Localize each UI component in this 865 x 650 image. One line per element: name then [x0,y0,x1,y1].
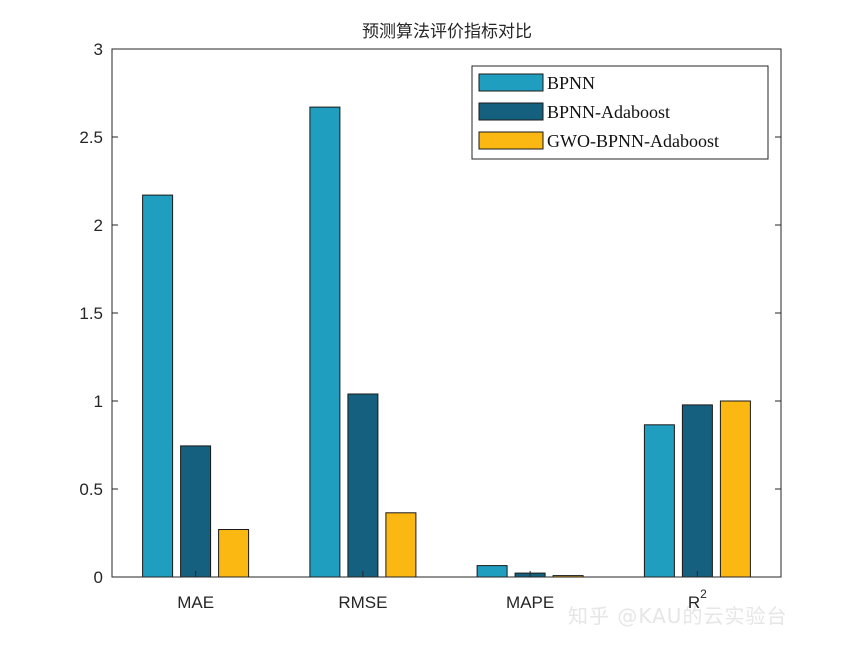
x-tick-label-mape: MAPE [506,593,554,612]
watermark: 知乎 @KAU的云实验台 [568,604,788,628]
y-tick-label: 1 [94,392,103,411]
x-tick-label-mae: MAE [177,593,214,612]
y-tick-label: 2.5 [79,128,103,147]
x-tick-label-r: R2 [688,587,707,612]
bar-bpnn-rmse [309,106,341,578]
bar-bpnn-adaboost-r [681,404,713,578]
legend-swatch [478,102,544,121]
legend-label: BPNN [547,73,595,93]
legend-label: BPNN-Adaboost [547,102,670,122]
y-tick-label: 1.5 [79,304,103,323]
bar-bpnn-mape [476,565,508,578]
legend: BPNN BPNN-Adaboost GWO-BPNN-Adaboost [471,65,769,160]
y-tick-label: 0 [94,568,103,587]
plot-box [111,48,782,578]
y-tick-label: 0.5 [79,480,103,499]
chart-title: 预测算法评价指标对比 [362,22,532,42]
legend-swatch [478,73,544,92]
bar-gwo-bpnn-adaboost-mae [218,529,250,578]
bar-bpnn-adaboost-mae [180,445,212,578]
x-tick-labels: MAE RMSE MAPE R2 [177,571,707,612]
bar-gwo-bpnn-adaboost-r [719,400,751,578]
x-tick-label-rmse: RMSE [338,593,387,612]
bar-gwo-bpnn-adaboost-rmse [385,512,417,578]
y-tick-label: 2 [94,216,103,235]
bars-group [142,106,751,578]
y-tick-labels: 0 0.5 1 1.5 2 2.5 3 [79,40,781,587]
legend-label: GWO-BPNN-Adaboost [547,131,719,151]
x-tick-superscript: 2 [700,587,707,601]
legend-swatch [478,131,544,150]
bar-bpnn-mae [142,194,174,578]
bar-bpnn-r [643,424,675,578]
y-tick-label: 3 [94,40,103,59]
bar-bpnn-adaboost-rmse [347,393,379,578]
